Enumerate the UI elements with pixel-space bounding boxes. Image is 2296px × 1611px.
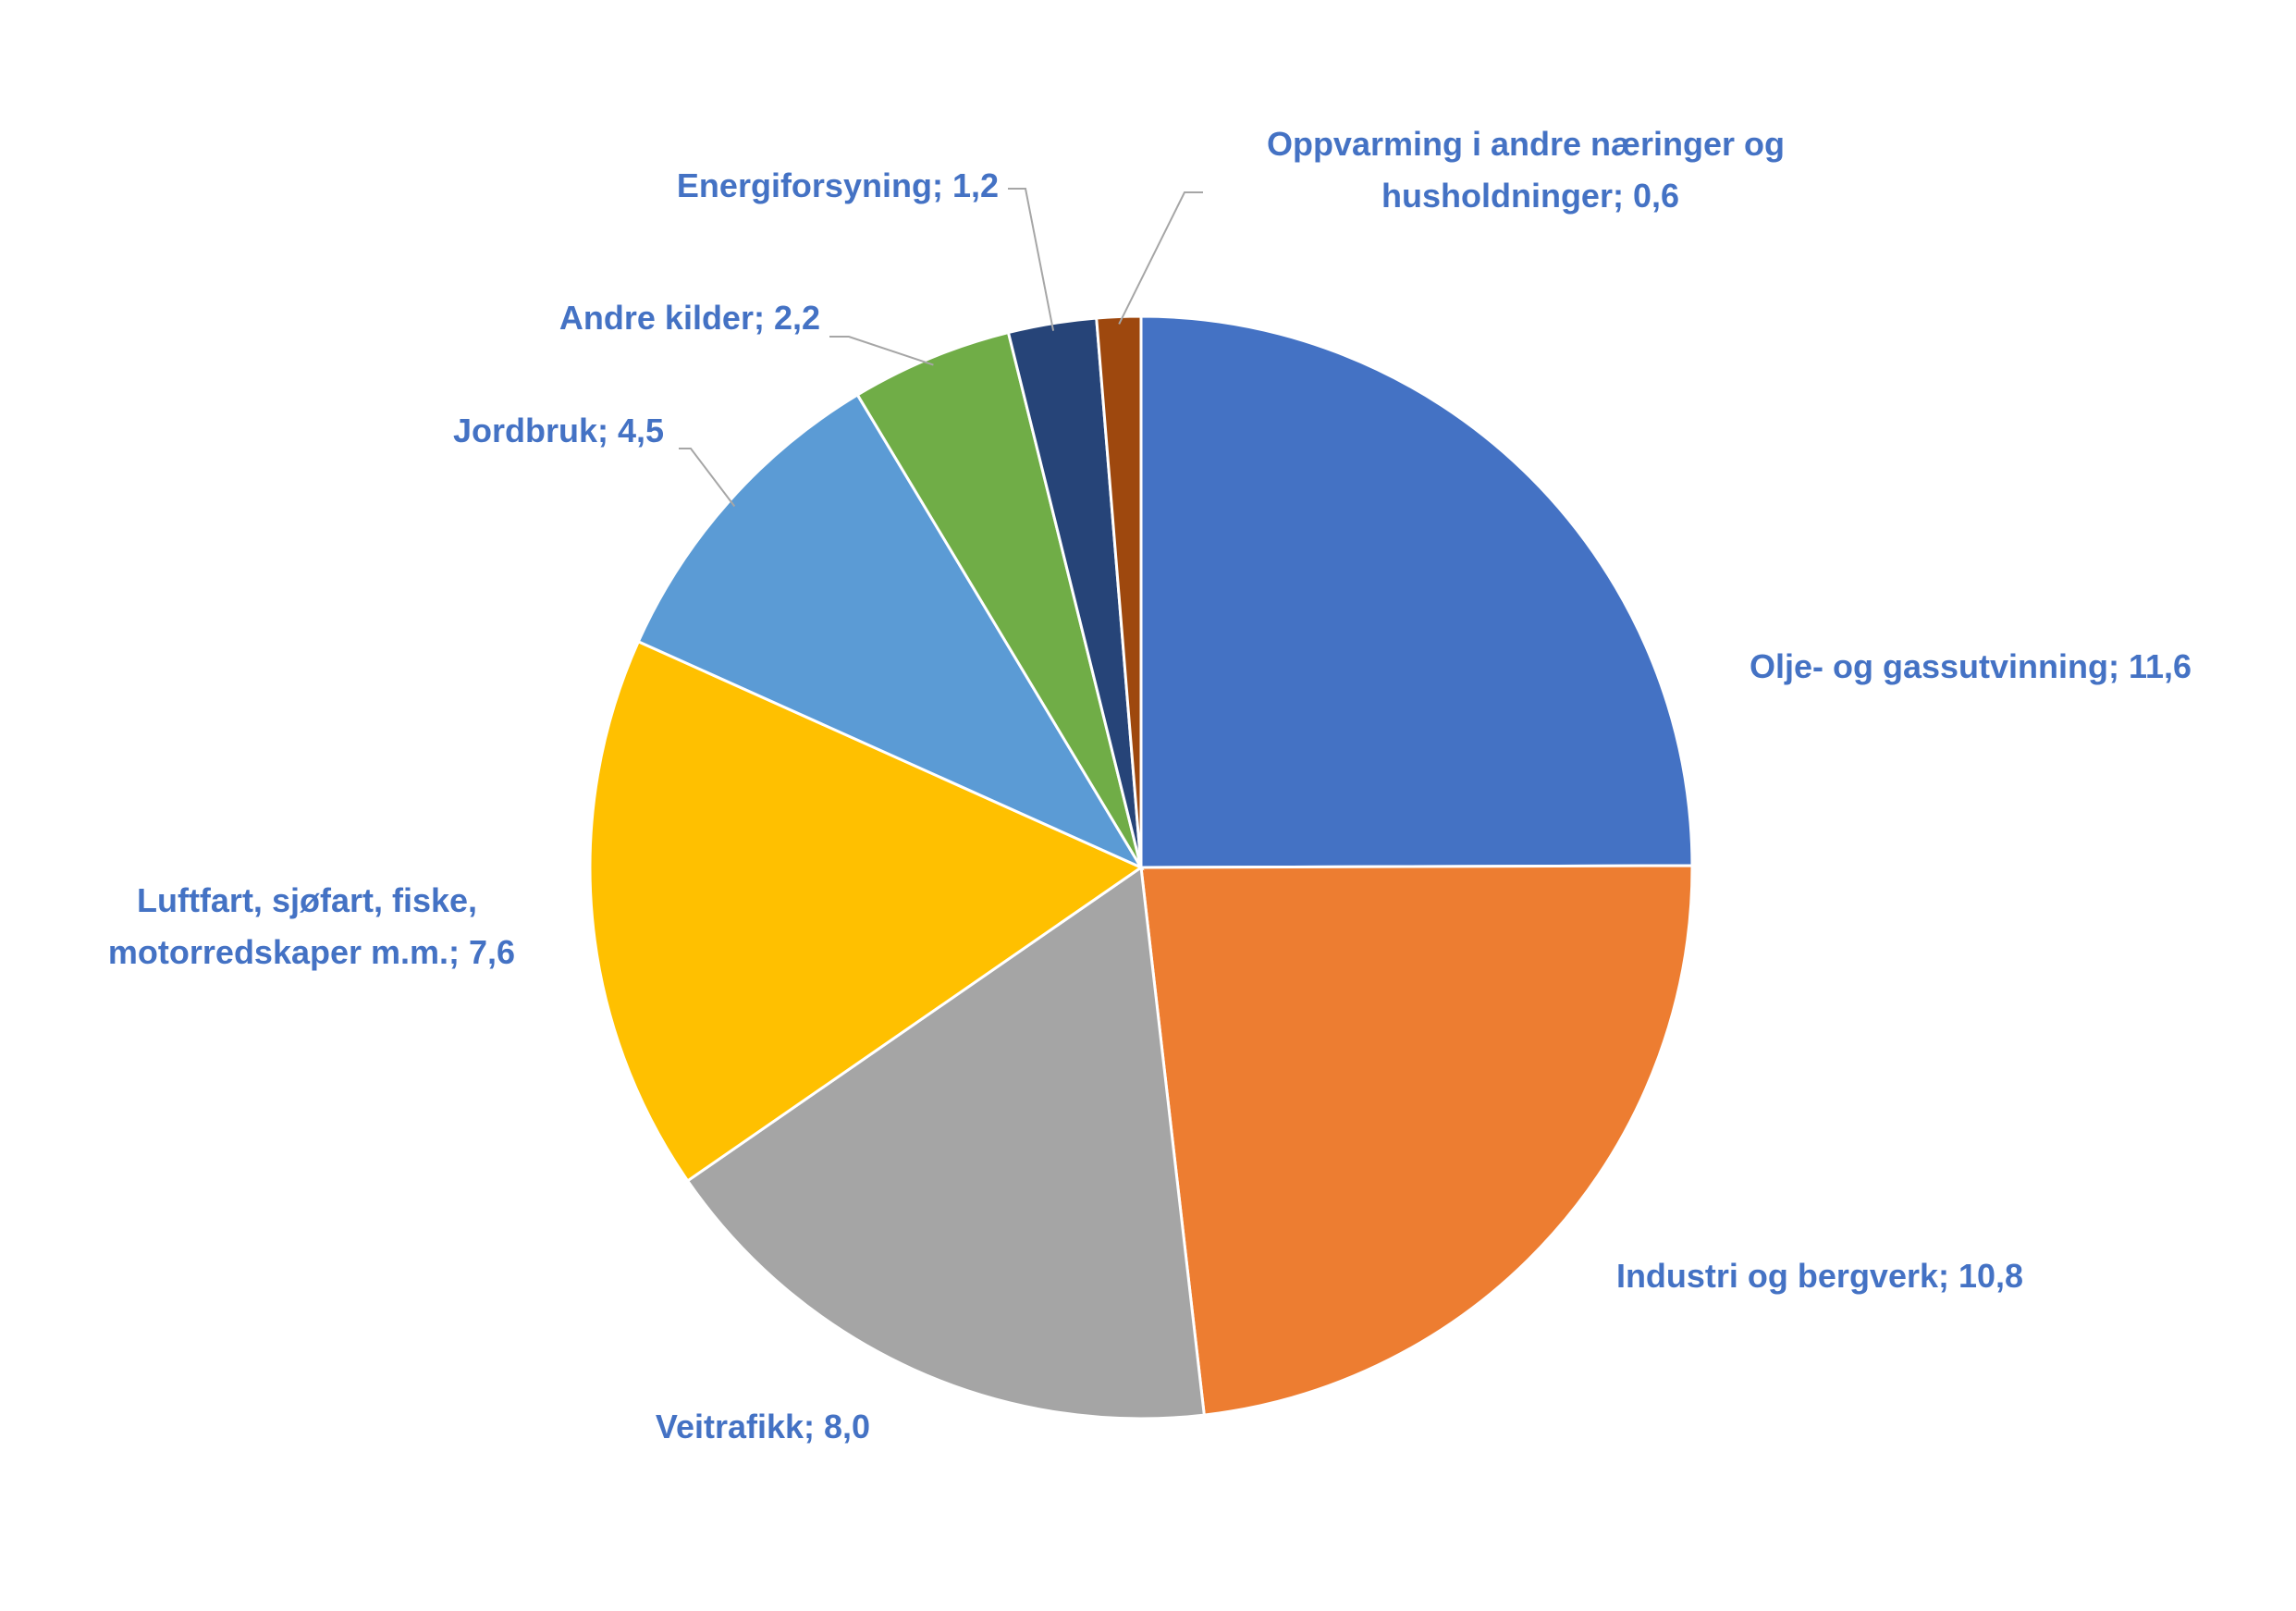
data-label: Jordbruk; 4,5 <box>453 412 664 449</box>
data-label: Veitrafikk; 8,0 <box>656 1408 870 1445</box>
data-label: Energiforsyning; 1,2 <box>677 166 999 204</box>
label-line: Luftfart, sjøfart, fiske, <box>137 881 486 919</box>
data-label: Industri og bergverk; 10,8 <box>1616 1257 2023 1295</box>
leader-line <box>1008 188 1055 331</box>
label-line: Oppvarming i andre næringer og <box>1267 125 1794 163</box>
label-line: Andre kilder; 2,2 <box>559 299 820 337</box>
leader-line <box>829 336 934 366</box>
label-line: motorredskaper m.m.; 7,6 <box>108 933 515 971</box>
pie-slice <box>855 330 1143 868</box>
label-line: Olje- og gassutvinning; 11,6 <box>1750 647 2192 685</box>
data-label: Andre kilder; 2,2 <box>559 299 820 337</box>
pie-slice <box>636 392 1145 871</box>
leader-line <box>1118 191 1203 325</box>
pie-slice <box>588 639 1145 1183</box>
data-label: Olje- og gassutvinning; 11,6 <box>1750 647 2192 685</box>
data-label: Oppvarming i andre næringer og husholdni… <box>1267 125 1794 215</box>
label-line: Energiforsyning; 1,2 <box>677 166 999 204</box>
label-line: husholdninger; 0,6 <box>1381 177 1679 215</box>
data-label: Luftfart, sjøfart, fiske, motorredskaper… <box>108 881 515 971</box>
pie-slice <box>1139 864 1694 1417</box>
leader-line <box>679 448 736 508</box>
pie-slice <box>1095 314 1143 868</box>
label-line: Veitrafikk; 8,0 <box>656 1408 870 1445</box>
pie-slice <box>685 865 1206 1420</box>
pie-slice <box>1139 314 1694 869</box>
label-line: Jordbruk; 4,5 <box>453 412 664 449</box>
label-line: Industri og bergverk; 10,8 <box>1616 1257 2023 1295</box>
